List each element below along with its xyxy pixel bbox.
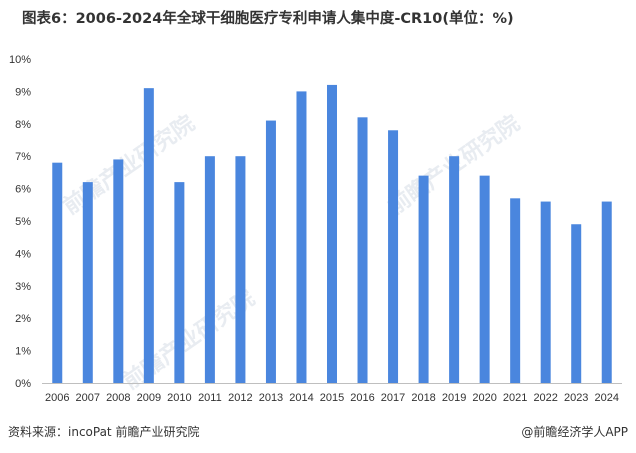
- x-tick-label: 2013: [259, 392, 283, 404]
- x-tick-label: 2011: [198, 392, 222, 404]
- bar: [357, 117, 368, 383]
- bar: [204, 156, 215, 383]
- x-tick-label: 2014: [289, 392, 313, 404]
- y-tick-label: 7%: [15, 151, 31, 163]
- bar: [82, 182, 93, 383]
- bar: [113, 159, 124, 383]
- x-tick-label: 2015: [320, 392, 344, 404]
- x-tick-label: 2017: [381, 392, 405, 404]
- footer: 资料来源：incoPat 前瞻产业研究院 @前瞻经济学人APP: [8, 423, 628, 441]
- y-tick-label: 2%: [15, 313, 31, 325]
- bar-chart: 前瞻产业研究院 前瞻产业研究院 前瞻产业研究院 0%1%2%3%4%5%6%7%…: [9, 54, 622, 404]
- y-tick-label: 3%: [15, 281, 31, 293]
- bars: [52, 84, 612, 384]
- y-tick-label: 0%: [15, 378, 31, 390]
- x-tick-label: 2018: [411, 392, 435, 404]
- x-tick-label: 2023: [564, 392, 588, 404]
- brand-note: @前瞻经济学人APP: [521, 425, 628, 439]
- bar: [571, 224, 582, 383]
- x-tick-label: 2008: [106, 392, 130, 404]
- y-tick-label: 8%: [15, 119, 31, 131]
- y-tick-label: 9%: [15, 86, 31, 98]
- bar: [540, 201, 551, 383]
- x-tick-label: 2007: [76, 392, 100, 404]
- y-tick-label: 10%: [9, 54, 31, 66]
- x-tick-label: 2024: [594, 392, 618, 404]
- bar: [418, 175, 429, 383]
- y-tick-label: 6%: [15, 184, 31, 196]
- bar: [510, 198, 521, 383]
- bar: [296, 91, 307, 384]
- x-tick-label: 2021: [503, 392, 527, 404]
- x-tick-label: 2006: [45, 392, 69, 404]
- chart-title: 图表6：2006-2024年全球干细胞医疗专利申请人集中度-CR10(单位：%): [22, 11, 514, 27]
- x-tick-label: 2020: [472, 392, 496, 404]
- x-tick-label: 2016: [350, 392, 374, 404]
- y-tick-label: 4%: [15, 248, 31, 260]
- bar: [143, 88, 154, 383]
- x-tick-label: 2022: [533, 392, 557, 404]
- x-tick-label: 2019: [442, 392, 466, 404]
- bar: [479, 175, 490, 383]
- y-tick-label: 5%: [15, 216, 31, 228]
- bar: [174, 182, 185, 383]
- x-tick-label: 2012: [228, 392, 252, 404]
- source-note: 资料来源：incoPat 前瞻产业研究院: [8, 425, 200, 439]
- bar: [235, 156, 246, 383]
- x-axis-ticks: 2006 2007 2008 2009 2010 2011 2012 2013 2014 2015…: [45, 392, 619, 404]
- bar: [601, 201, 612, 383]
- x-tick-label: 2009: [137, 392, 161, 404]
- bar: [449, 156, 460, 383]
- y-tick-label: 1%: [15, 346, 31, 358]
- x-tick-label: 2010: [167, 392, 191, 404]
- bar: [327, 84, 337, 384]
- bar: [52, 162, 63, 383]
- bar: [265, 120, 276, 383]
- y-axis-ticks: 0% 1% 2% 3% 4% 5% 6% 7% 8% 9% 10%: [9, 54, 31, 390]
- bar: [388, 130, 399, 383]
